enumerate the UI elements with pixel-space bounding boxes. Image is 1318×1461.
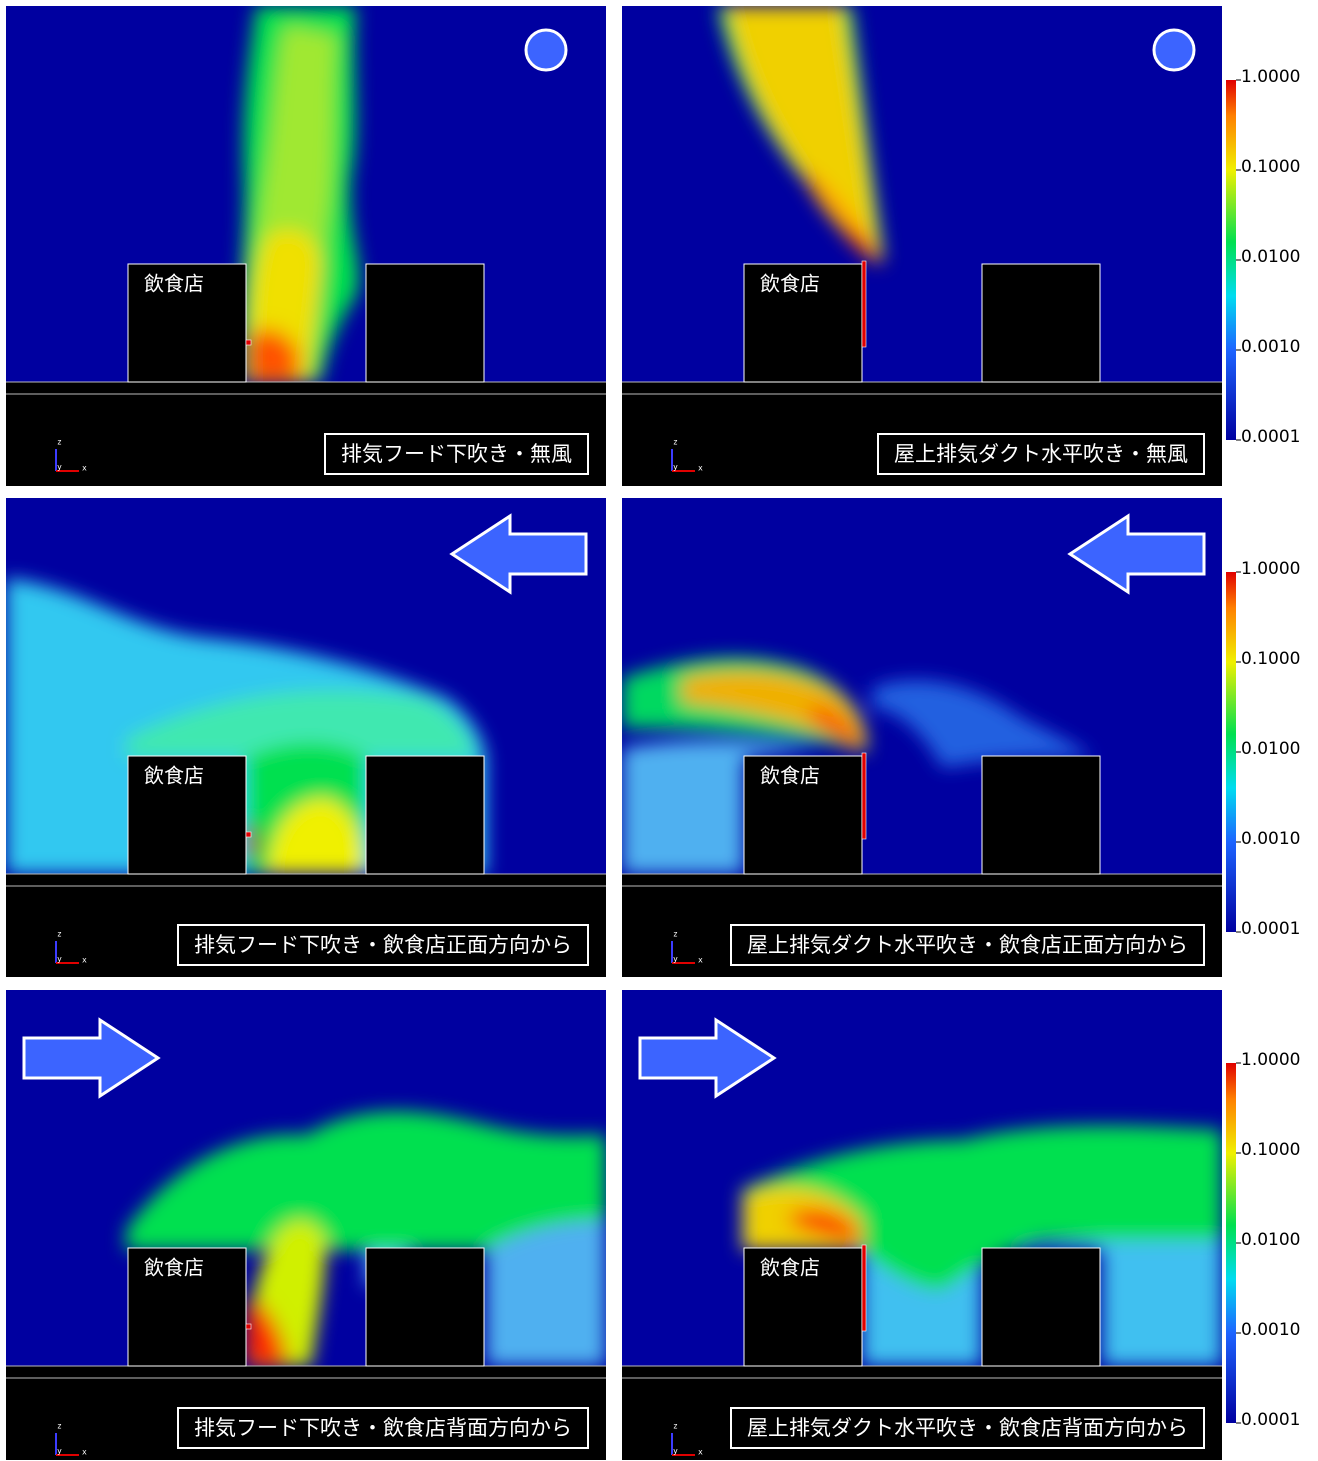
panel-content: 飲食店 z y x 排気フード下吹き・飲食店正面方向から [6, 498, 606, 977]
duct [862, 1245, 866, 1331]
panel: 飲食店 z y x 排気フード下吹き・飲食店正面方向から [6, 498, 606, 977]
building-label: 飲食店 [144, 272, 204, 296]
building-label: 飲食店 [144, 1256, 204, 1280]
panel-content: 飲食店 z y x 屋上排気ダクト水平吹き・無風 [622, 6, 1222, 486]
panel: 飲食店 z y x 屋上排気ダクト水平吹き・無風 [622, 6, 1222, 486]
hood [246, 1324, 251, 1329]
panel: 飲食店 z y x 排気フード下吹き・飲食店背面方向から [6, 990, 606, 1460]
axis-label: x [698, 1448, 703, 1457]
axis-label: x [698, 956, 703, 965]
colorbar-tick-label: 1.0000 [1241, 67, 1300, 87]
duct [862, 753, 866, 839]
colorbar-tick-label: 0.0100 [1241, 1230, 1300, 1250]
panel-content: 飲食店 z y x 排気フード下吹き・無風 [6, 6, 606, 486]
axis-label: y [57, 463, 62, 472]
colorbar-tick-label: 0.0010 [1241, 337, 1300, 357]
colorbar-tick-label: 0.0100 [1241, 739, 1300, 759]
caption: 屋上排気ダクト水平吹き・飲食店正面方向から [747, 933, 1188, 957]
axis-label: y [57, 955, 62, 964]
colorbar-scale [1226, 80, 1236, 440]
page: 飲食店zyx排気フード下吹き・無風飲食店zyx屋上排気ダクト水平吹き・無風飲食店… [0, 0, 1318, 1461]
colorbar: 1.0000 0.1000 0.0100 0.0010 0.0001 [1226, 1050, 1300, 1430]
colorbar-tick-label: 0.0001 [1241, 1410, 1300, 1430]
colorbar-tick-label: 0.0001 [1241, 427, 1300, 447]
panel-content: 飲食店 z y x 屋上排気ダクト水平吹き・飲食店正面方向から [622, 498, 1222, 977]
building-label: 飲食店 [760, 764, 820, 788]
axis-label: y [57, 1447, 62, 1456]
panel: 飲食店 z y x 排気フード下吹き・無風 [6, 6, 606, 486]
axis-label: x [82, 956, 87, 965]
axis-label: y [673, 955, 678, 964]
building-label: 飲食店 [144, 764, 204, 788]
building [982, 264, 1100, 382]
building [982, 1248, 1100, 1366]
no-wind-icon [1154, 30, 1194, 70]
duct [862, 261, 866, 347]
colorbar: 1.0000 0.1000 0.0100 0.0010 0.0001 [1226, 559, 1300, 939]
panel: 飲食店 z y x 屋上排気ダクト水平吹き・飲食店正面方向から [622, 498, 1222, 977]
axis-label: y [673, 1447, 678, 1456]
figure: 飲食店zyx排気フード下吹き・無風飲食店zyx屋上排気ダクト水平吹き・無風飲食店… [0, 0, 1318, 1461]
colorbar-tick-label: 0.0010 [1241, 1320, 1300, 1340]
building [982, 756, 1100, 874]
building [366, 1248, 484, 1366]
axis-label: y [673, 463, 678, 472]
colorbar: 1.0000 0.1000 0.0100 0.0010 0.0001 [1226, 67, 1300, 447]
colorbar-tick-label: 1.0000 [1241, 1050, 1300, 1070]
panel: 飲食店 z y x 屋上排気ダクト水平吹き・飲食店背面方向から [622, 990, 1222, 1460]
colorbar-tick-label: 0.0100 [1241, 247, 1300, 267]
building [366, 756, 484, 874]
colorbar-tick-label: 1.0000 [1241, 559, 1300, 579]
colorbar-scale [1226, 1063, 1236, 1423]
colorbar-tick-label: 0.1000 [1241, 1140, 1300, 1160]
building-label: 飲食店 [760, 272, 820, 296]
panel-content: 飲食店 z y x 排気フード下吹き・飲食店背面方向から [6, 990, 606, 1460]
axis-label: z [57, 930, 62, 939]
axis-label: z [57, 1422, 62, 1431]
axis-label: z [673, 438, 678, 447]
no-wind-icon [526, 30, 566, 70]
building-label: 飲食店 [760, 1256, 820, 1280]
hood [246, 340, 251, 345]
colorbar-tick-label: 0.0001 [1241, 919, 1300, 939]
caption: 排気フード下吹き・飲食店正面方向から [194, 933, 572, 957]
axis-label: z [673, 930, 678, 939]
caption: 屋上排気ダクト水平吹き・無風 [894, 442, 1188, 466]
colorbar-tick-label: 0.1000 [1241, 649, 1300, 669]
hood [246, 832, 251, 837]
sky [622, 6, 1222, 382]
axis-label: z [57, 438, 62, 447]
panel-content: 飲食店 z y x 屋上排気ダクト水平吹き・飲食店背面方向から [622, 990, 1222, 1460]
caption: 排気フード下吹き・飲食店背面方向から [194, 1416, 572, 1440]
colorbar-tick-label: 0.1000 [1241, 157, 1300, 177]
axis-label: z [673, 1422, 678, 1431]
axis-label: x [698, 464, 703, 473]
colorbar-tick-label: 0.0010 [1241, 829, 1300, 849]
colorbar-scale [1226, 572, 1236, 932]
caption: 屋上排気ダクト水平吹き・飲食店背面方向から [747, 1416, 1188, 1440]
caption: 排気フード下吹き・無風 [341, 442, 572, 466]
building [366, 264, 484, 382]
axis-label: x [82, 464, 87, 473]
axis-label: x [82, 1448, 87, 1457]
